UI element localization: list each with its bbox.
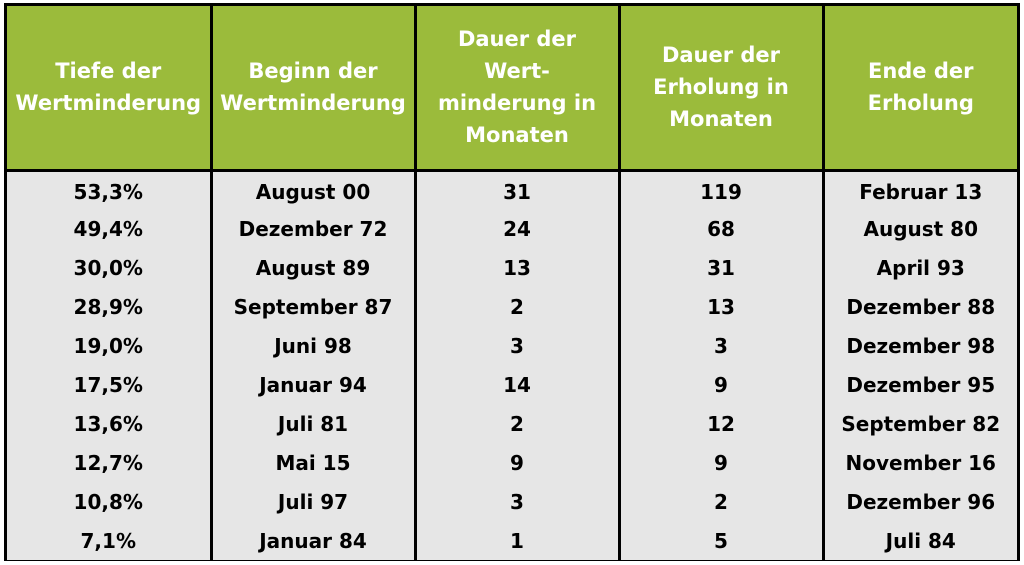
- cell-tiefe: 10,8%: [7, 482, 213, 521]
- table-row: 53,3% August 00 31 119 Februar 13: [7, 170, 1017, 209]
- cell-dauer-wertminderung: 3: [415, 482, 621, 521]
- cell-ende-erholung: Dezember 96: [823, 482, 1017, 521]
- cell-ende-erholung: Dezember 95: [823, 365, 1017, 404]
- cell-beginn: September 87: [211, 287, 417, 326]
- cell-dauer-wertminderung: 24: [415, 209, 621, 248]
- table-row: 30,0% August 89 13 31 April 93: [7, 248, 1017, 287]
- cell-dauer-erholung: 31: [619, 248, 825, 287]
- table-row: 49,4% Dezember 72 24 68 August 80: [7, 209, 1017, 248]
- cell-dauer-wertminderung: 1: [415, 521, 621, 560]
- cell-dauer-wertminderung: 3: [415, 326, 621, 365]
- header-dauer-wertminderung: Dauer der Wert- minderung in Monaten: [415, 6, 621, 172]
- cell-tiefe: 28,9%: [7, 287, 213, 326]
- cell-dauer-wertminderung: 2: [415, 404, 621, 443]
- table-row: 10,8% Juli 97 3 2 Dezember 96: [7, 482, 1017, 521]
- cell-dauer-erholung: 5: [619, 521, 825, 560]
- drawdown-table-container: Tiefe der Wertminderung Beginn der Wertm…: [4, 3, 1020, 561]
- cell-dauer-wertminderung: 13: [415, 248, 621, 287]
- cell-beginn: Januar 94: [211, 365, 417, 404]
- cell-tiefe: 17,5%: [7, 365, 213, 404]
- cell-ende-erholung: Februar 13: [823, 170, 1017, 209]
- cell-tiefe: 7,1%: [7, 521, 213, 560]
- cell-ende-erholung: Dezember 98: [823, 326, 1017, 365]
- header-row: Tiefe der Wertminderung Beginn der Wertm…: [7, 6, 1017, 172]
- cell-dauer-wertminderung: 14: [415, 365, 621, 404]
- header-beginn: Beginn der Wertminderung: [211, 6, 417, 172]
- cell-dauer-wertminderung: 9: [415, 443, 621, 482]
- cell-beginn: August 89: [211, 248, 417, 287]
- table-row: 13,6% Juli 81 2 12 September 82: [7, 404, 1017, 443]
- table-row: 12,7% Mai 15 9 9 November 16: [7, 443, 1017, 482]
- cell-tiefe: 12,7%: [7, 443, 213, 482]
- cell-ende-erholung: Juli 84: [823, 521, 1017, 560]
- drawdown-table: Tiefe der Wertminderung Beginn der Wertm…: [7, 6, 1017, 560]
- cell-beginn: Juli 81: [211, 404, 417, 443]
- cell-dauer-erholung: 9: [619, 443, 825, 482]
- cell-tiefe: 30,0%: [7, 248, 213, 287]
- cell-beginn: Juni 98: [211, 326, 417, 365]
- cell-dauer-erholung: 12: [619, 404, 825, 443]
- header-tiefe: Tiefe der Wertminderung: [7, 6, 213, 172]
- cell-ende-erholung: November 16: [823, 443, 1017, 482]
- cell-beginn: Mai 15: [211, 443, 417, 482]
- cell-dauer-erholung: 3: [619, 326, 825, 365]
- cell-dauer-erholung: 68: [619, 209, 825, 248]
- cell-tiefe: 49,4%: [7, 209, 213, 248]
- cell-beginn: Januar 84: [211, 521, 417, 560]
- cell-ende-erholung: September 82: [823, 404, 1017, 443]
- cell-ende-erholung: April 93: [823, 248, 1017, 287]
- cell-dauer-erholung: 13: [619, 287, 825, 326]
- cell-dauer-erholung: 9: [619, 365, 825, 404]
- table-row: 17,5% Januar 94 14 9 Dezember 95: [7, 365, 1017, 404]
- table-row: 28,9% September 87 2 13 Dezember 88: [7, 287, 1017, 326]
- cell-dauer-erholung: 119: [619, 170, 825, 209]
- header-ende-erholung: Ende der Erholung: [823, 6, 1017, 172]
- cell-dauer-wertminderung: 31: [415, 170, 621, 209]
- cell-beginn: Dezember 72: [211, 209, 417, 248]
- cell-ende-erholung: Dezember 88: [823, 287, 1017, 326]
- header-dauer-erholung: Dauer der Erholung in Monaten: [619, 6, 825, 172]
- table-row: 7,1% Januar 84 1 5 Juli 84: [7, 521, 1017, 560]
- cell-beginn: August 00: [211, 170, 417, 209]
- cell-tiefe: 13,6%: [7, 404, 213, 443]
- cell-dauer-erholung: 2: [619, 482, 825, 521]
- cell-dauer-wertminderung: 2: [415, 287, 621, 326]
- cell-ende-erholung: August 80: [823, 209, 1017, 248]
- cell-beginn: Juli 97: [211, 482, 417, 521]
- cell-tiefe: 53,3%: [7, 170, 213, 209]
- table-row: 19,0% Juni 98 3 3 Dezember 98: [7, 326, 1017, 365]
- cell-tiefe: 19,0%: [7, 326, 213, 365]
